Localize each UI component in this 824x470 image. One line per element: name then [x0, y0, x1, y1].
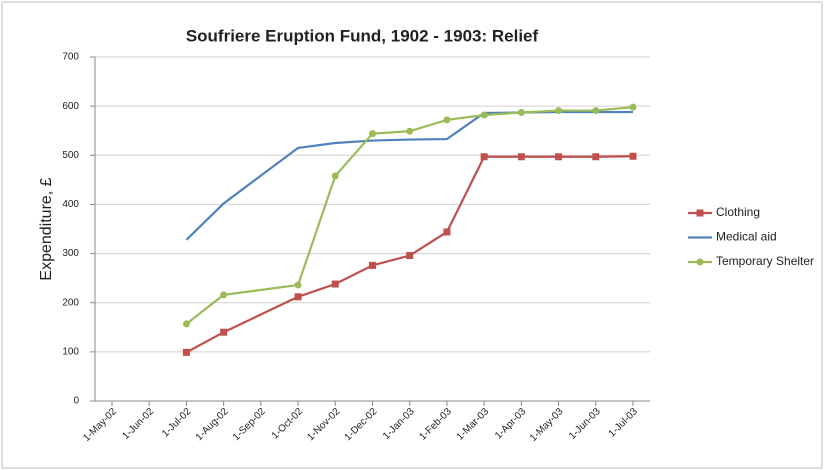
marker — [406, 252, 414, 260]
y-tick-label: 0 — [73, 396, 79, 407]
marker — [331, 280, 339, 288]
marker — [369, 261, 376, 269]
marker — [517, 109, 525, 117]
marker — [592, 107, 600, 115]
marker — [182, 320, 190, 328]
y-tick-label: 300 — [62, 248, 79, 259]
y-tick-label: 100 — [62, 346, 79, 357]
marker — [480, 153, 488, 161]
marker — [443, 116, 451, 124]
legend-label: Clothing — [716, 205, 760, 219]
marker — [369, 130, 376, 138]
y-tick-label: 600 — [62, 101, 79, 112]
chart-title: Soufriere Eruption Fund, 1902 - 1903: Re… — [186, 26, 539, 45]
marker — [406, 127, 414, 135]
marker — [555, 153, 563, 161]
marker — [220, 328, 228, 336]
marker — [629, 152, 637, 160]
y-tick-label: 700 — [62, 52, 79, 63]
marker — [443, 228, 451, 236]
legend-label: Medical aid — [716, 230, 777, 244]
legend-label: Temporary Shelter — [716, 254, 814, 268]
marker — [517, 153, 525, 161]
marker — [629, 103, 637, 111]
marker — [294, 293, 302, 301]
marker — [696, 258, 704, 266]
marker — [182, 348, 190, 356]
marker — [331, 172, 339, 180]
marker — [220, 291, 228, 299]
line — [185, 110, 633, 241]
marker — [696, 209, 704, 217]
marker — [592, 153, 600, 161]
line — [185, 155, 634, 354]
marker — [555, 107, 563, 115]
line — [185, 106, 634, 325]
marker — [294, 281, 302, 289]
y-tick-label: 500 — [62, 150, 79, 161]
marker — [480, 111, 488, 119]
y-tick-label: 400 — [62, 199, 79, 210]
y-axis-label: Expenditure, £ — [38, 177, 55, 280]
y-tick-label: 200 — [62, 297, 79, 308]
